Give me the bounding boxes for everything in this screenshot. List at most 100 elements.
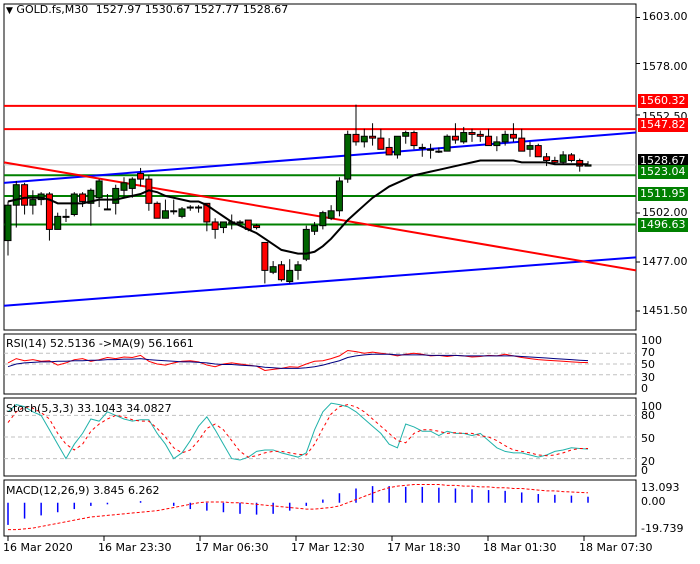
stoch-axis-label: 20 xyxy=(641,455,655,468)
bullish-candle xyxy=(112,187,120,204)
bullish-candle xyxy=(559,154,567,163)
stoch-axis-label: 80 xyxy=(641,409,655,422)
macd-axis-label: 13.093 xyxy=(641,481,680,494)
rsi-axis-label: 0 xyxy=(641,382,648,395)
price-axis-label: 1477.00 xyxy=(642,255,688,268)
bearish-candle xyxy=(468,132,476,135)
stoch-label: Stoch(5,3,3) 33.1043 34.0827 xyxy=(6,402,172,415)
bullish-candle xyxy=(236,221,244,224)
bullish-candle xyxy=(526,145,534,150)
rsi-axis-label: 70 xyxy=(641,346,655,359)
bullish-candle xyxy=(335,180,343,212)
rsi-ma-line xyxy=(7,353,589,369)
bearish-candle xyxy=(377,137,385,150)
main-panel-frame xyxy=(3,3,637,331)
bullish-candle xyxy=(62,215,70,218)
price-axis-label: 1451.50 xyxy=(642,304,688,317)
macd-axis-label: 0.00 xyxy=(641,495,666,508)
bearish-candle xyxy=(551,159,559,163)
bullish-candle xyxy=(402,132,410,137)
stoch-axis-label: 100 xyxy=(641,400,662,413)
bearish-candle xyxy=(567,154,575,161)
bearish-candle xyxy=(261,241,269,271)
macd-panel-frame xyxy=(3,479,637,537)
bullish-candle xyxy=(12,184,20,206)
rsi-axis-label: 50 xyxy=(641,358,655,371)
bearish-candle xyxy=(45,193,53,230)
bullish-candle xyxy=(128,178,136,189)
bearish-candle xyxy=(203,202,211,223)
bearish-candle xyxy=(451,135,459,141)
bearish-candle xyxy=(543,156,551,161)
time-axis-label: 16 Mar 23:30 xyxy=(98,541,172,554)
bearish-candle xyxy=(518,137,526,152)
bearish-candle xyxy=(153,202,161,219)
bullish-candle xyxy=(393,135,401,156)
blue-trendline xyxy=(3,131,637,184)
bullish-candle xyxy=(219,221,227,229)
support-tag-3: 1496.63 xyxy=(638,218,688,232)
bullish-candle xyxy=(493,141,501,147)
bullish-candle xyxy=(501,133,509,143)
bearish-candle xyxy=(369,135,377,139)
bearish-candle xyxy=(534,145,542,158)
bearish-candle xyxy=(79,193,87,202)
collapse-triangle-icon[interactable]: ▼ xyxy=(6,6,13,16)
bearish-candle xyxy=(253,225,261,229)
bullish-candle xyxy=(95,180,103,199)
bullish-candle xyxy=(418,146,426,149)
rsi-label: RSI(14) 52.5136 ->MA(9) 56.1661 xyxy=(6,337,194,350)
bullish-candle xyxy=(427,148,435,151)
bullish-candle xyxy=(435,150,443,153)
time-axis-label: 18 Mar 01:30 xyxy=(483,541,557,554)
symbol-header: ▼ GOLD.fs,M30 1527.97 1530.67 1527.77 15… xyxy=(6,3,288,16)
bearish-candle xyxy=(277,264,285,281)
time-axis-label: 17 Mar 06:30 xyxy=(195,541,269,554)
bullish-candle xyxy=(344,133,352,180)
bearish-candle xyxy=(385,146,393,156)
bullish-candle xyxy=(294,264,302,271)
support-tag-1: 1523.04 xyxy=(638,165,688,179)
bearish-candle xyxy=(211,221,219,230)
bearish-candle xyxy=(352,133,360,143)
bullish-candle xyxy=(460,132,468,143)
price-axis-label: 1502.00 xyxy=(642,206,688,219)
time-axis-label: 18 Mar 07:30 xyxy=(579,541,653,554)
bullish-candle xyxy=(54,215,62,230)
time-axis-label: 16 Mar 2020 xyxy=(3,541,73,554)
price-axis-label: 1603.00 xyxy=(642,10,688,23)
support-tag-2: 1511.95 xyxy=(638,187,688,201)
bearish-candle xyxy=(476,133,484,137)
resistance-tag-1: 1560.32 xyxy=(638,94,688,108)
bullish-candle xyxy=(319,212,327,227)
stoch-signal-line xyxy=(7,404,589,458)
bullish-candle xyxy=(302,228,310,260)
last-price-tag: 1528.67 xyxy=(638,154,688,168)
bullish-candle xyxy=(286,269,294,283)
time-axis-label: 17 Mar 12:30 xyxy=(291,541,365,554)
bearish-candle xyxy=(137,173,145,180)
blue-trendline xyxy=(3,256,637,307)
symbol-label: GOLD.fs,M30 xyxy=(16,3,89,16)
macd-label: MACD(12,26,9) 3.845 6.262 xyxy=(6,484,160,497)
price-axis-label: 1578.00 xyxy=(642,60,688,73)
bearish-candle xyxy=(485,135,493,147)
bullish-candle xyxy=(4,204,12,242)
bullish-candle xyxy=(327,210,335,219)
bullish-candle xyxy=(360,135,368,143)
rsi-axis-label: 30 xyxy=(641,371,655,384)
stoch-axis-label: 0 xyxy=(641,464,648,477)
bullish-candle xyxy=(443,135,451,152)
bearish-candle xyxy=(410,132,418,147)
resistance-tag-2: 1547.82 xyxy=(638,118,688,132)
ohlc-values: 1527.97 1530.67 1527.77 1528.67 xyxy=(95,3,289,16)
stoch-main-line xyxy=(7,402,589,461)
bullish-candle xyxy=(120,182,128,191)
moving-average-line xyxy=(7,159,588,255)
bullish-candle xyxy=(161,210,169,219)
bearish-candle xyxy=(509,133,517,139)
bullish-candle xyxy=(87,189,95,204)
bearish-candle xyxy=(21,184,29,206)
bullish-candle xyxy=(269,266,277,273)
